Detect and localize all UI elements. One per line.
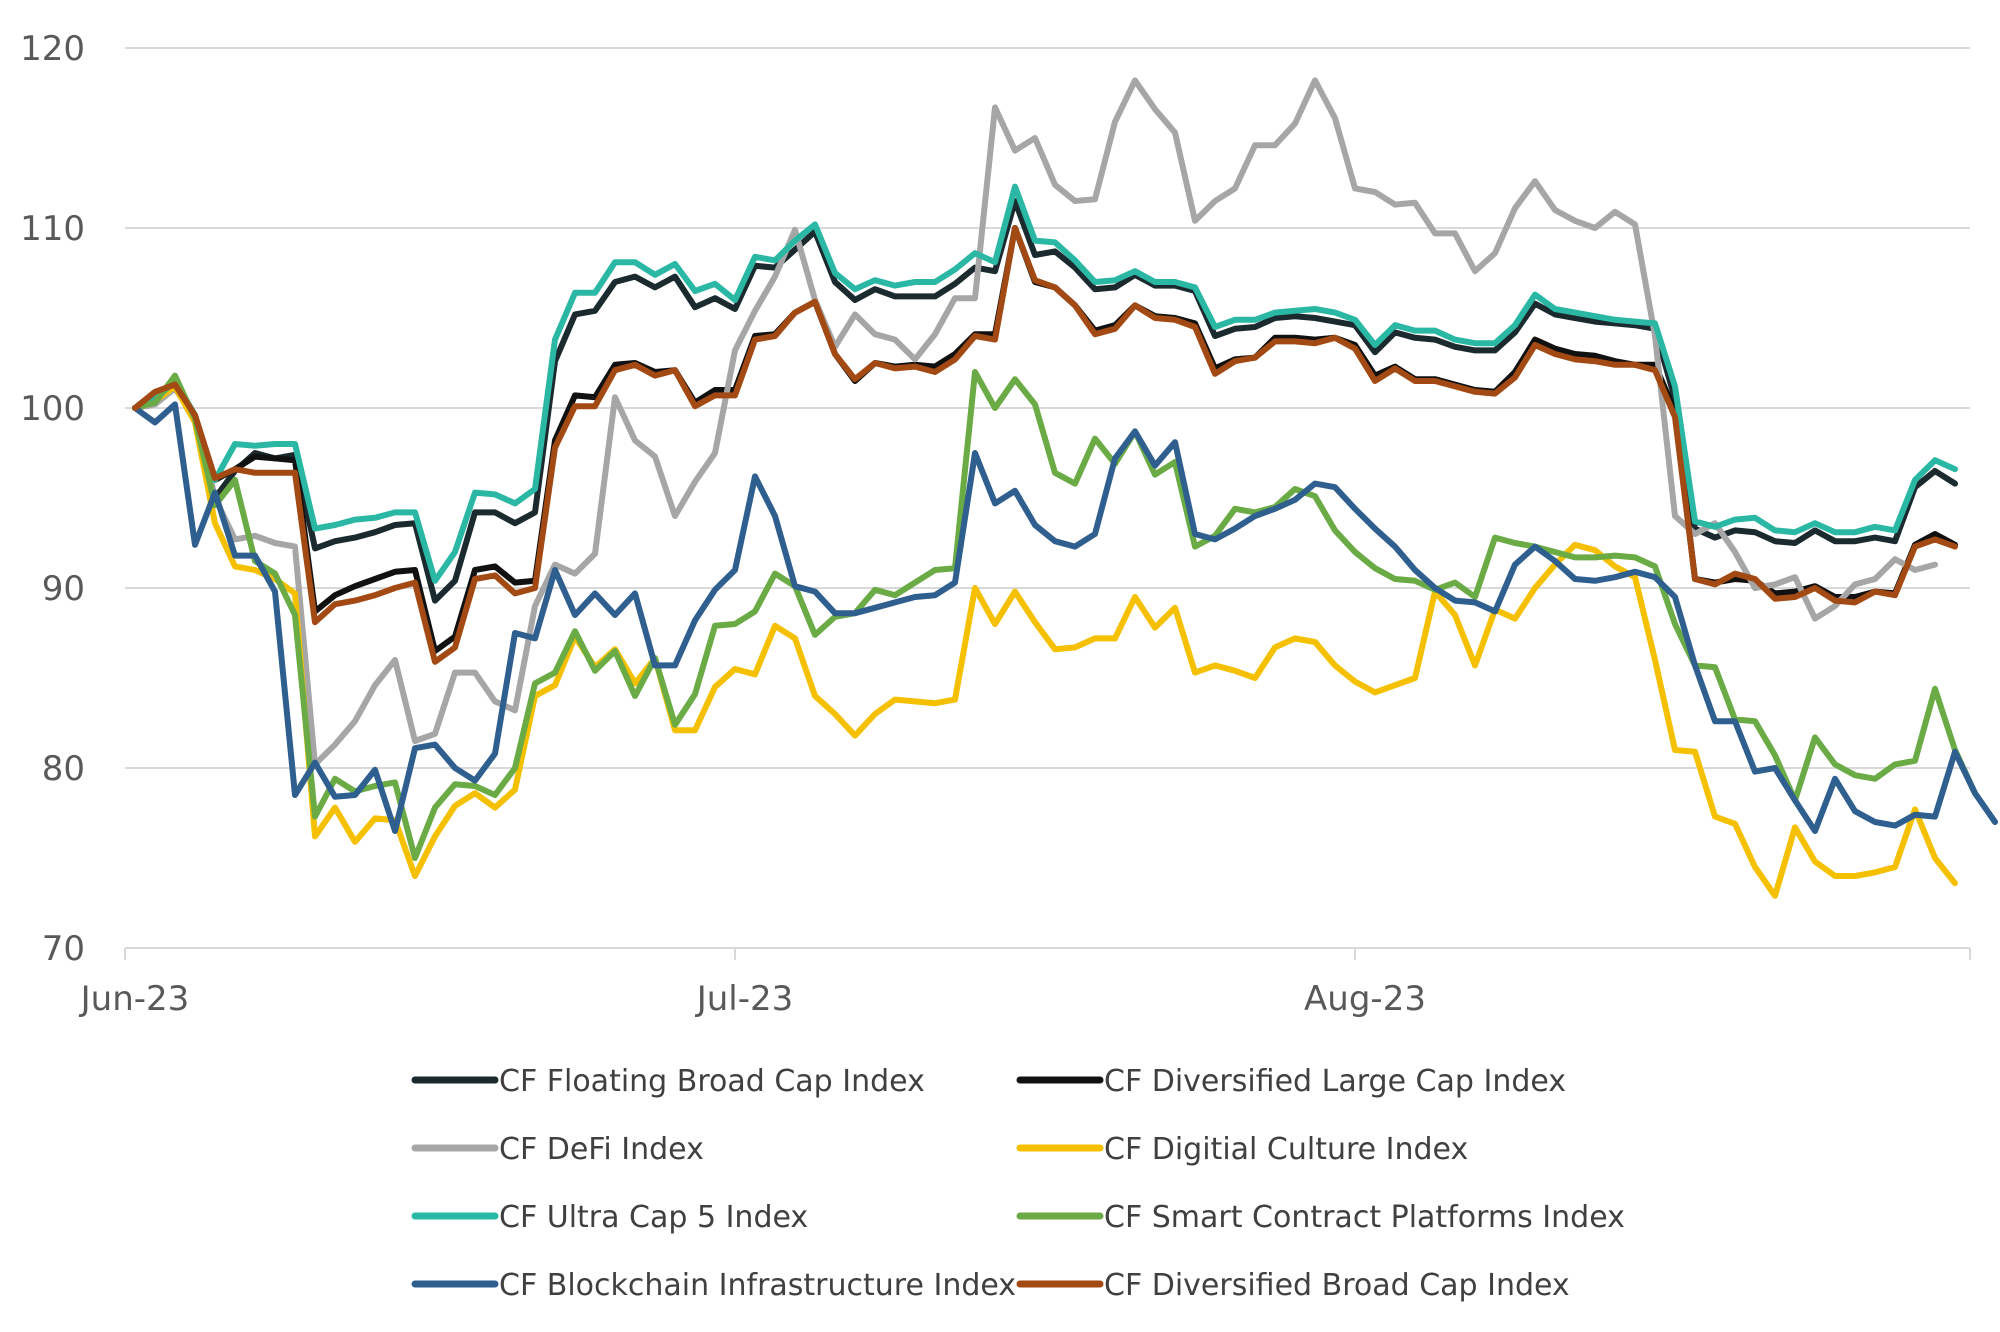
series-line-cf-diversified-broad-cap-index [132, 225, 1958, 665]
legend-label-cf-diversified-broad-cap-index: CF Diversified Broad Cap Index [1104, 1268, 1570, 1303]
legend-label-cf-digitial-culture-index: CF Digitial Culture Index [1104, 1132, 1468, 1167]
legend-label-cf-defi-index: CF DeFi Index [499, 1132, 704, 1167]
legend-label-cf-smart-contract-platforms-index: CF Smart Contract Platforms Index [1104, 1200, 1625, 1235]
y-tick-label-70: 70 [42, 929, 85, 969]
legend-label-cf-ultra-cap-5-index: CF Ultra Cap 5 Index [499, 1200, 808, 1235]
series-line-cf-floating-broad-cap-index [132, 198, 1958, 604]
y-tick-label-90: 90 [42, 569, 85, 609]
y-tick-label-80: 80 [42, 749, 85, 789]
y-axis-tick-labels: 70 80 90 100 110 120 [20, 29, 85, 969]
legend-label-cf-blockchain-infrastructure-index: CF Blockchain Infrastructure Index [499, 1268, 1016, 1303]
x-tick-label-aug-23: Aug-23 [1304, 979, 1426, 1019]
x-axis-ticks: Jun-23 Jul-23 Aug-23 [79, 948, 1971, 1019]
series-line-cf-smart-contract-platforms-index [132, 369, 1978, 861]
legend-label-cf-diversified-large-cap-index: CF Diversified Large Cap Index [1104, 1064, 1566, 1099]
y-tick-label-120: 120 [20, 29, 85, 69]
x-tick-label-jul-23: Jul-23 [695, 979, 794, 1019]
series-line-cf-defi-index [132, 77, 1938, 768]
series-line-cf-ultra-cap-5-index [132, 183, 1958, 584]
x-tick-label-jun-23: Jun-23 [79, 979, 190, 1019]
series-lines [132, 77, 1998, 899]
series-line-cf-blockchain-infrastructure-index [132, 401, 1998, 834]
series-line-cf-digitial-culture-index [132, 383, 1958, 899]
y-tick-label-110: 110 [20, 209, 85, 249]
legend: CF Floating Broad Cap Index CF Diversifie… [411, 1064, 1625, 1303]
legend-label-cf-floating-broad-cap-index: CF Floating Broad Cap Index [499, 1064, 925, 1099]
y-tick-label-100: 100 [20, 389, 85, 429]
